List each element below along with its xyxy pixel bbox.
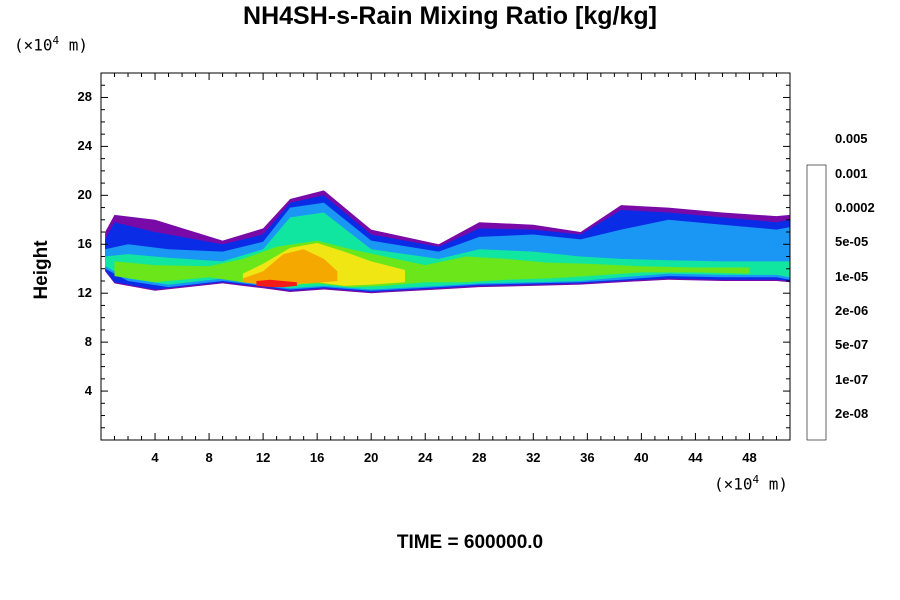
y-axis-ticks [101, 84, 790, 429]
x-axis-ticks [114, 73, 791, 440]
x-tick-label: 16 [309, 450, 325, 465]
time-label: TIME = 600000.0 [396, 532, 544, 553]
y-tick-label: 12 [77, 285, 92, 301]
y-tick-label: 4 [84, 383, 92, 399]
x-tick-label: 36 [580, 450, 595, 465]
y-tick-label: 28 [77, 89, 92, 105]
y-tick-label: 24 [77, 138, 92, 154]
field-region-7 [256, 279, 297, 288]
colorbar-frame [806, 164, 827, 441]
colorbar-label: 0.0002 [835, 199, 875, 215]
x-tick-label: 4 [151, 450, 159, 465]
chart-title: NH4SH-s-Rain Mixing Ratio [kg/kg] [243, 2, 657, 30]
x-tick-label: 12 [255, 450, 271, 465]
colorbar-label: 0.005 [835, 131, 868, 147]
x-tick-label: 20 [363, 450, 379, 465]
colorbar-label: 2e-08 [835, 406, 869, 422]
x-tick-label: 32 [526, 450, 541, 465]
x-tick-label: 24 [418, 450, 433, 465]
colorbar-label: 2e-06 [835, 303, 869, 319]
colorbar-label: 5e-05 [835, 234, 869, 250]
y-tick-label: 8 [84, 334, 92, 350]
field-region-6 [242, 249, 338, 285]
x-axis-unit: (×104 m) [714, 473, 789, 494]
mixing-ratio-field [105, 190, 791, 294]
y-tick-label: 16 [77, 236, 92, 252]
colorbar-label: 0.001 [835, 165, 868, 181]
colorbar-label: 5e-07 [835, 337, 869, 353]
x-tick-label: 40 [634, 450, 649, 465]
colorbar-label: 1e-07 [835, 371, 869, 387]
y-axis-unit: (×104 m) [14, 34, 89, 55]
colorbar [806, 164, 827, 441]
x-tick-label: 8 [205, 450, 213, 465]
colorbar-label: 1e-05 [835, 268, 869, 284]
y-tick-label: 20 [77, 187, 92, 203]
x-tick-label: 44 [688, 450, 703, 465]
x-tick-label: 28 [472, 450, 487, 465]
x-tick-label: 48 [742, 450, 757, 465]
